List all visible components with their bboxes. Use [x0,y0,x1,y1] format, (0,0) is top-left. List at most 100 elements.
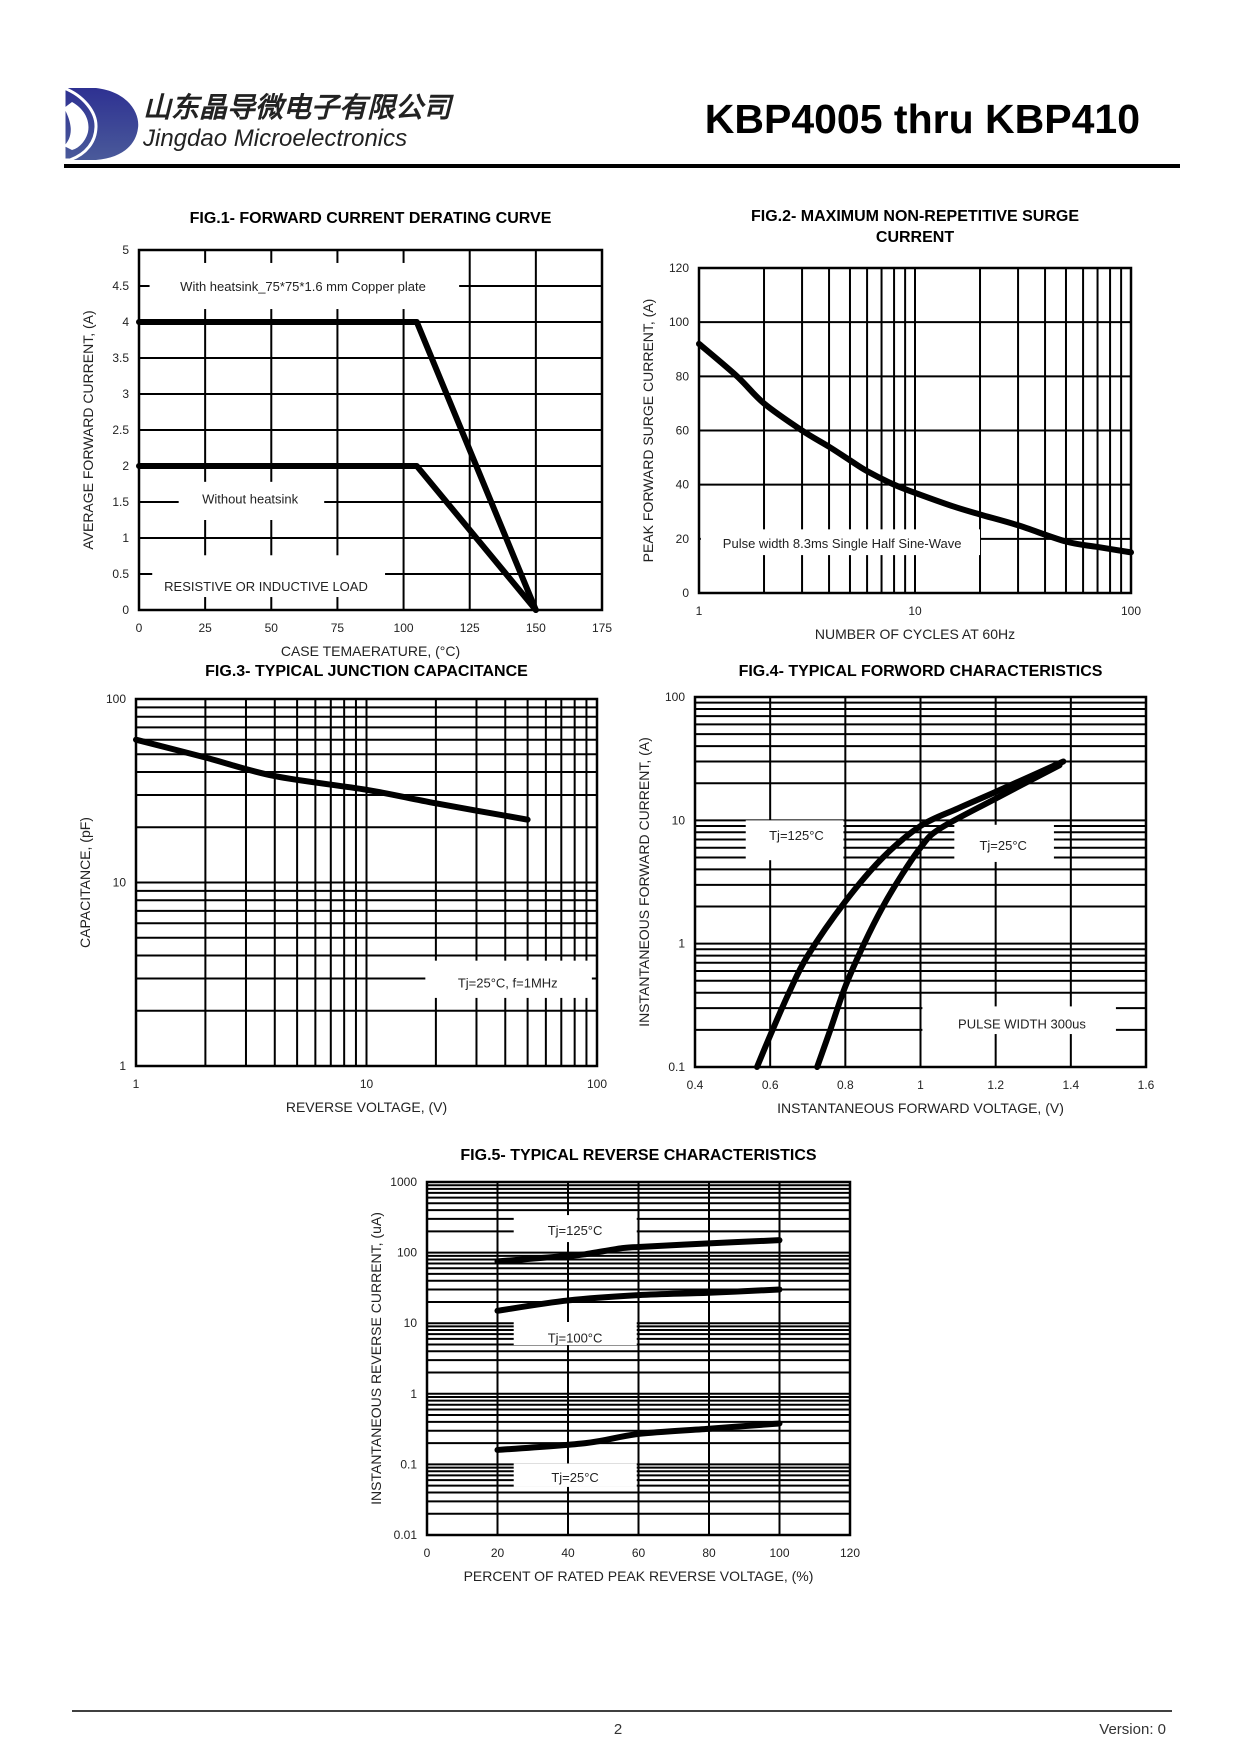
y-tick-label: 5 [122,243,129,257]
annotation-label: Tj=25°C, f=1MHz [458,976,558,991]
plot-frame [697,266,1133,595]
chart-fig1: FIG.1- FORWARD CURRENT DERATING CURVE Wit… [80,210,612,659]
y-axis-label: CAPACITANCE, (pF) [77,817,93,948]
x-tick-label: 20 [491,1546,505,1560]
x-tick-label: 1.2 [987,1078,1004,1092]
y-tick-label: 1 [119,1059,126,1073]
annotation-background [178,481,325,520]
annotation-background [954,824,1054,862]
x-axis-label: INSTANTANEOUS FORWARD VOLTAGE, (V) [777,1100,1064,1116]
x-tick-label: 0.8 [837,1078,854,1092]
x-tick-label: 80 [702,1546,716,1560]
annotation-background [425,960,592,998]
chart-title: FIG.1- FORWARD CURRENT DERATING CURVE [190,210,552,227]
y-axis-label: AVERAGE FORWARD CURRENT, (A) [80,310,96,549]
x-axis-label: CASE TEMAERATURE, (°C) [281,643,460,659]
x-tick-label: 10 [360,1077,374,1091]
annotation-label: PULSE WIDTH 300us [958,1017,1086,1032]
x-tick-label: 60 [632,1546,646,1560]
plot-frame [137,248,604,612]
annotation-label: Tj=100°C [548,1330,603,1345]
y-tick-label: 60 [676,424,690,438]
y-tick-label: 100 [665,690,685,704]
y-tick-label: 1 [678,937,685,951]
y-tick-label: 100 [669,315,689,329]
y-tick-label: 120 [669,261,689,275]
chart-fig3: FIG.3- TYPICAL JUNCTION CAPACITANCE Tj=25… [77,663,607,1115]
y-tick-label: 10 [404,1316,418,1330]
x-tick-label: 1 [696,604,703,618]
annotation-label: Pulse width 8.3ms Single Half Sine-Wave [723,536,962,551]
plot-frame [693,695,1148,1069]
series-line-2 [494,1286,783,1314]
y-tick-label: 100 [106,692,126,706]
y-axis-label: INSTANTANEOUS REVERSE CURRENT, (uA) [368,1212,384,1505]
chart-title: FIG.2- MAXIMUM NON-REPETITIVE SURGE [751,208,1079,225]
annotation-background [513,1463,637,1487]
series-line-1 [133,736,531,823]
x-tick-label: 0 [424,1546,431,1560]
annotation-label: Tj=125°C [548,1223,603,1238]
y-tick-label: 4 [122,315,129,329]
y-tick-label: 1000 [390,1175,417,1189]
x-tick-label: 1.6 [1138,1078,1155,1092]
chart-fig5: FIG.5- TYPICAL REVERSE CHARACTERISTICS Tj… [368,1147,860,1584]
x-tick-label: 150 [526,621,546,635]
gridlines [135,698,598,1067]
x-tick-label: 25 [198,621,212,635]
chart-title-line2: CURRENT [876,229,954,246]
y-tick-label: 20 [676,532,690,546]
annotation-label: Tj=25°C [551,1470,598,1485]
y-tick-label: 40 [676,478,690,492]
y-tick-label: 1 [122,531,129,545]
annotation-background [700,529,981,556]
x-axis-label: PERCENT OF RATED PEAK REVERSE VOLTAGE, (… [464,1568,814,1584]
x-tick-label: 0.4 [687,1078,704,1092]
y-tick-label: 100 [397,1246,417,1260]
series-line-1 [754,758,1067,1070]
chart-title: FIG.4- TYPICAL FORWORD CHARACTERISTICS [739,663,1103,680]
y-tick-label: 80 [676,369,690,383]
series-line-2 [136,463,539,613]
x-tick-label: 100 [587,1077,607,1091]
version-label: Version: 0 [1099,1721,1166,1738]
header: 山东晶导微电子有限公司 Jingdao Microelectronics KBP… [62,85,1180,168]
y-tick-label: 0 [122,603,129,617]
company-logo-icon [62,85,139,162]
x-tick-label: 50 [265,621,279,635]
y-tick-label: 3 [122,387,129,401]
annotation-label: Tj=125°C [769,828,824,843]
footer: 2 Version: 0 [72,1710,1172,1738]
x-tick-label: 0.6 [762,1078,779,1092]
chart-title: FIG.5- TYPICAL REVERSE CHARACTERISTICS [460,1147,817,1164]
plot-frame [134,697,599,1068]
company-name-cn: 山东晶导微电子有限公司 [143,91,454,124]
x-tick-label: 40 [561,1546,575,1560]
y-tick-label: 0.01 [394,1528,418,1542]
x-tick-label: 100 [394,621,414,635]
x-axis-label: REVERSE VOLTAGE, (V) [286,1099,447,1115]
series-line-2 [814,762,1063,1070]
x-tick-label: 1.4 [1062,1078,1079,1092]
series-line-1 [136,319,539,613]
annotation-label: Tj=25°C [979,838,1026,853]
annotation-background [513,1215,637,1243]
document-title: KBP4005 thru KBP410 [705,96,1140,142]
x-tick-label: 1 [133,1077,140,1091]
series-line-1 [696,340,1134,556]
chart-fig4: FIG.4- TYPICAL FORWORD CHARACTERISTICS Tj… [636,663,1155,1116]
annotation-label: With heatsink_75*75*1.6 mm Copper plate [180,279,426,294]
gridlines [426,1181,851,1536]
x-tick-label: 1 [917,1078,924,1092]
x-tick-label: 0 [136,621,143,635]
company-name-en: Jingdao Microelectronics [142,125,407,152]
y-tick-label: 0.1 [400,1457,417,1471]
x-tick-label: 75 [331,621,345,635]
y-tick-label: 0.5 [112,567,129,581]
y-tick-label: 0.1 [668,1060,685,1074]
chart-title: FIG.3- TYPICAL JUNCTION CAPACITANCE [205,663,528,680]
y-tick-label: 0 [682,586,689,600]
y-tick-label: 2 [122,459,129,473]
annotation-background [922,1006,1116,1035]
x-tick-label: 175 [592,621,612,635]
